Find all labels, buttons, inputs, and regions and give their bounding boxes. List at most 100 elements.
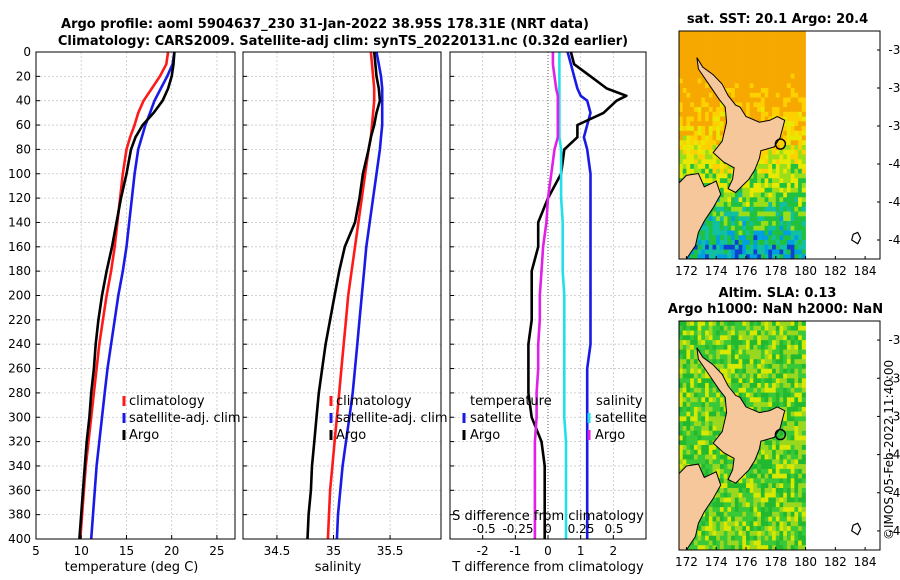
map-cell (757, 111, 762, 117)
map-cell (790, 359, 795, 365)
map-cell (690, 168, 695, 174)
map-cell (679, 173, 684, 179)
map-cell (727, 45, 732, 51)
lat-tick-label: -40 (888, 157, 900, 171)
map-cell (764, 154, 769, 160)
map-cell (772, 325, 777, 331)
map-cell (697, 149, 702, 155)
map-cell (760, 183, 765, 189)
map-cell (679, 321, 684, 327)
map-cell (727, 478, 732, 484)
map-cell (690, 416, 695, 422)
y-tick-label: 20 (16, 69, 31, 83)
map-cell (801, 492, 806, 498)
map-cell (779, 359, 784, 365)
map-cell (760, 206, 765, 212)
series-line-temperature-satellite (566, 51, 592, 539)
map-cell (682, 92, 687, 98)
map-cell (701, 168, 706, 174)
map-cell (768, 83, 773, 89)
map-cell (757, 97, 762, 103)
map-cell (693, 440, 698, 446)
map-cell (786, 97, 791, 103)
map-cell (749, 526, 754, 532)
map-cell (790, 488, 795, 494)
map-cell (738, 492, 743, 498)
map-cell (712, 121, 717, 127)
lat-tick-label: -38 (888, 119, 900, 133)
map-cell (779, 387, 784, 393)
map-cell (783, 107, 788, 113)
map-cell (708, 535, 713, 541)
map-cell (749, 478, 754, 484)
map-cell (686, 92, 691, 98)
map-cell (760, 88, 765, 94)
map-cell (801, 69, 806, 75)
map-cell (746, 92, 751, 98)
map-cell (742, 59, 747, 65)
map-cell (775, 45, 780, 51)
series-line-climatology (79, 51, 170, 540)
map-cell (719, 325, 724, 331)
x-tick-label: -1 (509, 544, 521, 558)
map-cell (701, 54, 706, 60)
map-cell (753, 545, 758, 551)
map-cell (772, 397, 777, 403)
map-cell (753, 359, 758, 365)
map-cell (779, 173, 784, 179)
map-cell (731, 507, 736, 513)
map-cell (764, 69, 769, 75)
map-cell (697, 54, 702, 60)
map-cell (693, 406, 698, 413)
map-cell (768, 397, 773, 403)
map-cell (742, 235, 747, 241)
map-cell (786, 321, 791, 327)
map-cell (798, 88, 803, 94)
map-cell (749, 373, 754, 379)
map-cell (790, 168, 795, 174)
legend-title: temperature (470, 394, 552, 409)
map-cell (779, 97, 784, 103)
map-cell (753, 254, 758, 260)
y-tick-label: 0 (23, 45, 31, 59)
map-cell (790, 187, 795, 193)
map-cell (690, 64, 695, 70)
map-cell (775, 340, 780, 346)
map-cell (753, 31, 758, 37)
map-cell (794, 488, 799, 494)
map-cell (719, 69, 724, 75)
map-cell (764, 373, 769, 379)
map-cell (779, 464, 784, 470)
map-cell (693, 244, 698, 250)
map-cell (779, 507, 784, 513)
map-cell (794, 349, 799, 355)
map-cell (746, 211, 751, 217)
map-cell (794, 387, 799, 393)
map-cell (690, 426, 695, 432)
map-cell (779, 426, 784, 432)
map-cell (716, 254, 721, 260)
map-cell (786, 140, 791, 146)
map-cell (794, 154, 799, 160)
map-cell (757, 202, 762, 208)
map-cell (712, 168, 717, 174)
map-cell (790, 416, 795, 422)
map-cell (768, 516, 773, 522)
map-cell (779, 373, 784, 379)
map-cell (764, 497, 769, 503)
map-cell (786, 344, 791, 351)
map-cell (794, 31, 799, 37)
map-cell (686, 359, 691, 365)
map-cell (757, 230, 762, 236)
map-cell (693, 340, 698, 346)
lat-tick-label: -40 (888, 448, 900, 462)
map-cell (753, 340, 758, 346)
map-cell (723, 230, 728, 236)
map-cell (790, 426, 795, 432)
map-cell (786, 35, 791, 41)
map-cell (764, 545, 769, 551)
map-cell (746, 397, 751, 403)
map-cell (727, 321, 732, 327)
map-cell (712, 430, 717, 436)
map-cell (772, 197, 777, 203)
